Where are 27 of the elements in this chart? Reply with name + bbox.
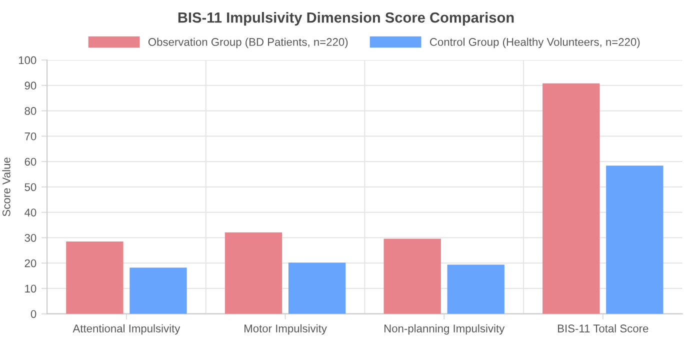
y-tick-label: 50 (24, 183, 36, 192)
bar (606, 166, 664, 314)
legend-label: Observation Group (BD Patients, n=220) (148, 38, 348, 48)
y-tick-label: 10 (25, 284, 36, 293)
y-tick-label: 60 (24, 158, 36, 166)
y-tick-label: 100 (18, 56, 36, 64)
x-tick-label: Motor Impulsivity (244, 324, 327, 335)
bar (447, 264, 504, 314)
bar (130, 268, 187, 314)
y-tick-label: 0 (30, 310, 36, 318)
y-tick-label: 70 (24, 132, 36, 140)
bar (224, 232, 282, 314)
bar (288, 262, 346, 314)
y-tick-label: 20 (24, 259, 36, 268)
legend-label: Control Group (Healthy Volunteers, n=220) (430, 38, 640, 48)
y-tick-label: 90 (24, 82, 36, 90)
bar (384, 238, 441, 314)
x-tick-label: Attentional Impulsivity (72, 324, 180, 335)
chart-title: BIS-11 Impulsivity Dimension Score Comparison (178, 12, 514, 26)
y-tick-label: 80 (24, 107, 36, 115)
y-tick-label: 40 (24, 208, 36, 216)
y-tick-label: 30 (24, 234, 36, 242)
bar (66, 242, 124, 314)
x-tick-label: BIS-11 Total Score (558, 324, 648, 332)
x-tick-label: Non-planning Impulsivity (384, 324, 505, 335)
bar (542, 83, 600, 314)
y-axis-title: Score Value (2, 158, 10, 216)
